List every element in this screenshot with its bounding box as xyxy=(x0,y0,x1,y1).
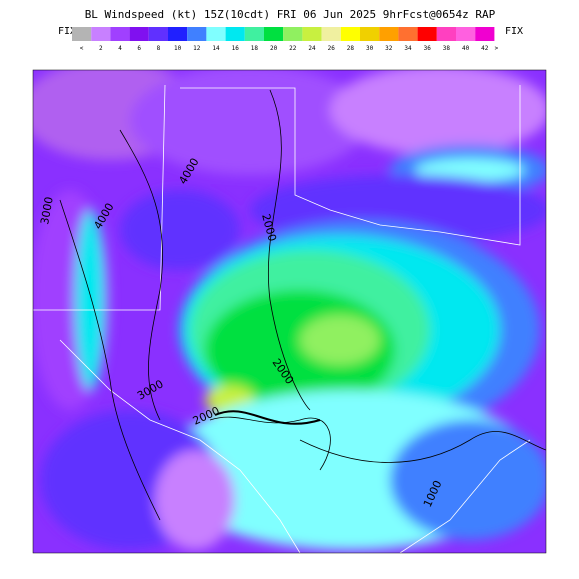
colorbar-label: 42 xyxy=(481,45,489,52)
colorbar-label: 14 xyxy=(212,45,220,52)
map xyxy=(33,70,546,553)
colorbar-label: 36 xyxy=(424,45,432,52)
colorbar-swatch xyxy=(148,27,168,41)
colorbar-label: 40 xyxy=(462,45,470,52)
map-title: BL Windspeed (kt) 15Z(10cdt) FRI 06 Jun … xyxy=(85,8,496,21)
colorbar-swatch xyxy=(456,27,476,41)
colorbar-label: 28 xyxy=(347,45,355,52)
colorbar-label: 8 xyxy=(157,45,161,52)
contour-label: 3000 xyxy=(38,196,56,226)
colorbar-swatch xyxy=(417,27,437,41)
fix-left: FIX xyxy=(58,26,76,37)
colorbar-label: 22 xyxy=(289,45,297,52)
colorbar-swatch xyxy=(436,27,456,41)
colorbar-swatch xyxy=(225,27,245,41)
colorbar-swatch xyxy=(91,27,111,41)
colorbar-swatch xyxy=(244,27,264,41)
colorbar: <2 4 6 8 10 12 14 16 18 20 22 24 26 28 30 32 34 36 38 40 42 > xyxy=(72,27,499,52)
colorbar-label: 2 xyxy=(99,45,103,52)
colorbar-swatch xyxy=(187,27,207,41)
colorbar-label: 30 xyxy=(366,45,374,52)
colorbar-label: 4 xyxy=(118,45,122,52)
colorbar-label: 24 xyxy=(308,45,316,52)
colorbar-label: 16 xyxy=(232,45,240,52)
colorbar-swatch xyxy=(360,27,380,41)
colorbar-swatch xyxy=(264,27,284,41)
colorbar-swatch xyxy=(110,27,130,41)
colorbar-swatch xyxy=(72,27,92,41)
colorbar-swatch xyxy=(283,27,303,41)
colorbar-label: 18 xyxy=(251,45,259,52)
colorbar-swatch xyxy=(475,27,495,41)
colorbar-swatch xyxy=(168,27,188,41)
colorbar-label: 12 xyxy=(193,45,201,52)
map-frame xyxy=(32,69,547,554)
colorbar-label: 6 xyxy=(137,45,141,52)
colorbar-label: 10 xyxy=(174,45,182,52)
colorbar-swatch xyxy=(129,27,149,41)
colorbar-label: 38 xyxy=(443,45,451,52)
colorbar-swatch xyxy=(302,27,322,41)
colorbar-swatch xyxy=(321,27,341,41)
colorbar-label: 26 xyxy=(328,45,336,52)
colorbar-swatch xyxy=(340,27,360,41)
colorbar-swatch xyxy=(206,27,226,41)
colorbar-label: 32 xyxy=(385,45,393,52)
colorbar-label: > xyxy=(495,45,499,52)
colorbar-label: 34 xyxy=(404,45,412,52)
colorbar-label: 20 xyxy=(270,45,278,52)
colorbar-label: < xyxy=(80,45,84,52)
colorbar-swatch xyxy=(379,27,399,41)
fix-right: FIX xyxy=(505,26,523,37)
colorbar-swatch xyxy=(398,27,418,41)
